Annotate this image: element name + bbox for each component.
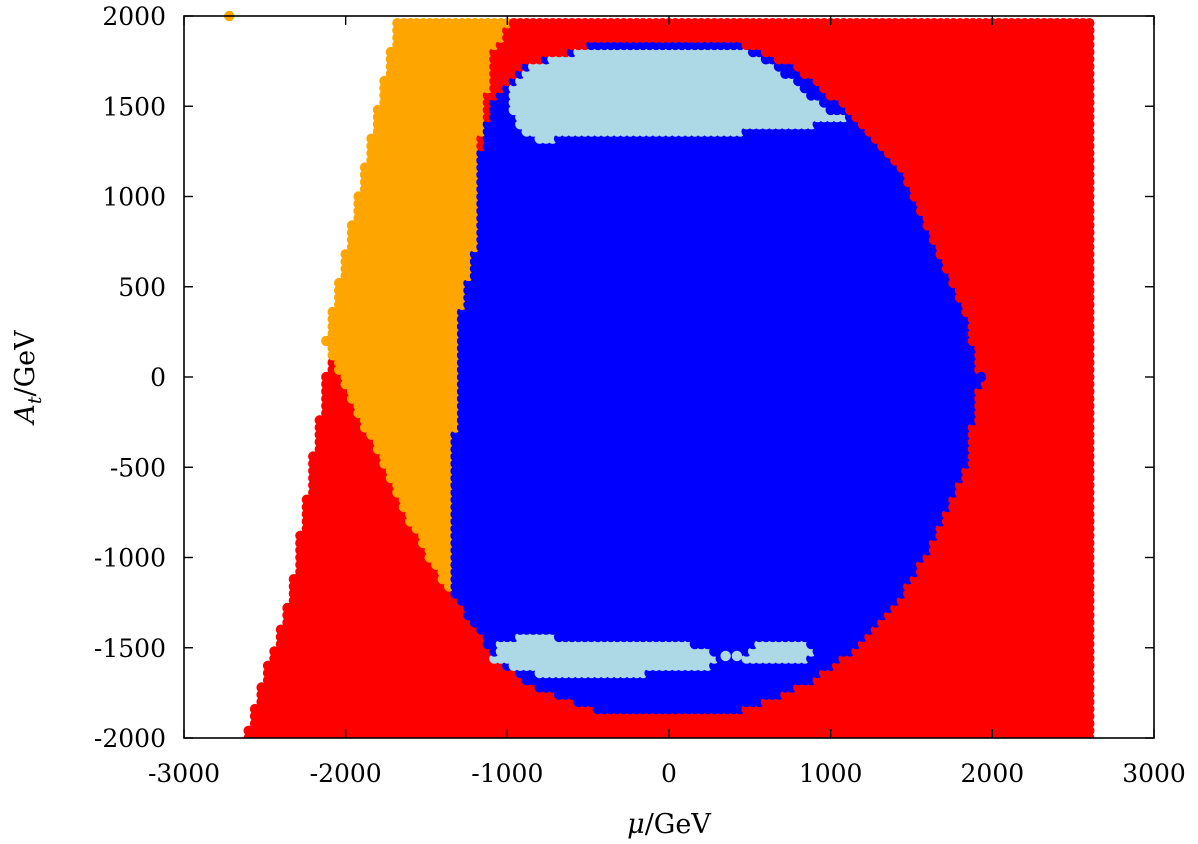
data-point	[1084, 703, 1095, 715]
data-point	[1084, 675, 1095, 686]
data-point	[1084, 682, 1095, 693]
data-points	[243, 18, 1095, 738]
data-point	[1084, 667, 1095, 679]
data-point	[1084, 725, 1095, 736]
data-point	[1084, 696, 1095, 708]
data-point	[1084, 711, 1095, 722]
data-point	[1084, 689, 1095, 700]
data-point	[1084, 718, 1095, 729]
